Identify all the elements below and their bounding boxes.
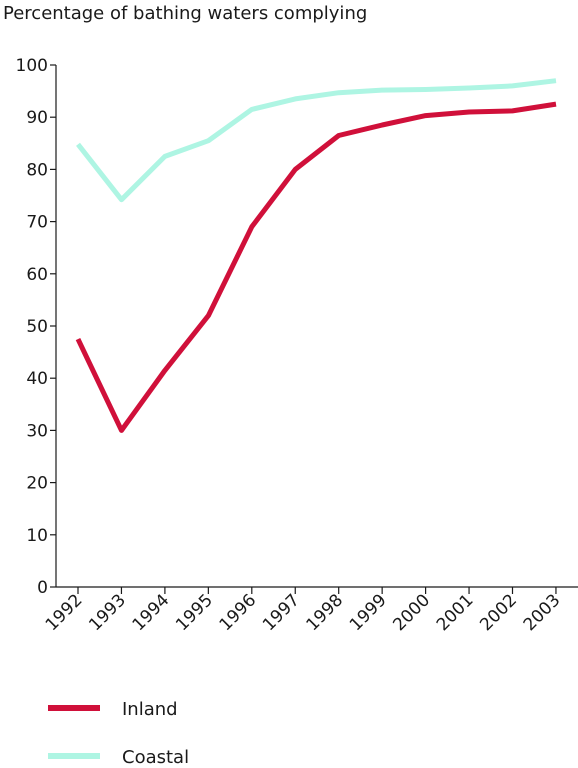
y-tick-label: 10 bbox=[26, 526, 48, 546]
x-tick-label: 2001 bbox=[433, 590, 478, 635]
series-lines bbox=[75, 78, 557, 433]
y-axis-ticks: 0 10 20 30 40 50 60 70 80 90 100 bbox=[16, 56, 56, 598]
legend-label-coastal: Coastal bbox=[122, 747, 189, 768]
y-tick-label: 0 bbox=[37, 578, 48, 598]
x-axis-ticks: 1992199319941995199619971998199920002001… bbox=[42, 587, 565, 635]
y-tick-label: 40 bbox=[26, 369, 48, 389]
x-tick-label: 2000 bbox=[389, 590, 434, 635]
x-tick-label: 1994 bbox=[129, 590, 174, 635]
x-tick-label: 1993 bbox=[85, 590, 130, 635]
x-tick-label: 1998 bbox=[303, 590, 348, 635]
x-tick-label: 1996 bbox=[216, 590, 261, 635]
axes bbox=[55, 65, 578, 588]
y-tick-label: 70 bbox=[26, 213, 48, 233]
legend-label-inland: Inland bbox=[122, 699, 178, 720]
y-axis-title: Percentage of bathing waters complying bbox=[3, 3, 367, 24]
y-tick-label: 20 bbox=[26, 474, 48, 494]
x-tick-label: 1995 bbox=[172, 590, 217, 635]
series-line-inland bbox=[75, 101, 557, 433]
y-tick-label: 90 bbox=[26, 108, 48, 128]
y-tick-label: 30 bbox=[26, 421, 48, 441]
x-tick-label: 2003 bbox=[520, 590, 565, 635]
y-tick-label: 80 bbox=[26, 160, 48, 180]
legend: Inland Coastal bbox=[48, 699, 189, 768]
y-tick-label: 100 bbox=[16, 56, 48, 76]
x-tick-label: 2002 bbox=[476, 590, 521, 635]
x-tick-label: 1999 bbox=[346, 590, 391, 635]
x-tick-label: 1997 bbox=[259, 590, 304, 635]
y-tick-label: 60 bbox=[26, 265, 48, 285]
x-tick-label: 1992 bbox=[42, 590, 87, 635]
y-tick-label: 50 bbox=[26, 317, 48, 337]
series-line-coastal bbox=[76, 78, 557, 203]
